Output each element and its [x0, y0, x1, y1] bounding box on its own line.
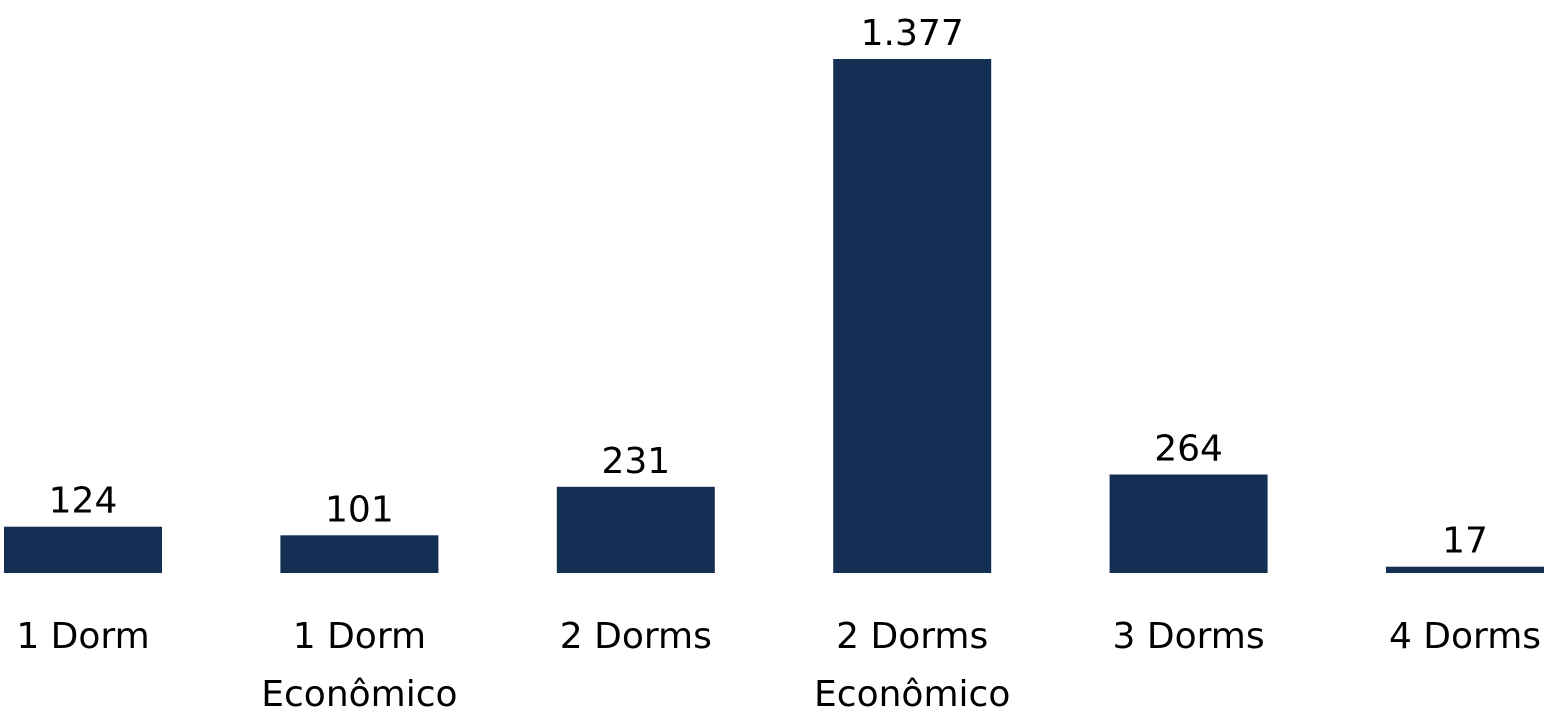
bar — [4, 526, 162, 573]
category-label-line: Econômico — [261, 674, 457, 715]
bar-value-label: 264 — [1154, 429, 1223, 470]
category-label: 4 Dorms — [1389, 616, 1541, 657]
bar — [833, 59, 992, 573]
category-label-line: 4 Dorms — [1389, 616, 1541, 657]
bar-value-label: 1.377 — [861, 13, 964, 54]
category-label: 2 Dorms Econômico — [814, 616, 1010, 715]
category-label-line: 2 Dorms — [560, 616, 712, 657]
category-label-line: 1 Dorm — [16, 616, 149, 657]
bar-value-label: 101 — [325, 489, 394, 530]
bars-group — [4, 59, 1544, 573]
category-label-line: Econômico — [814, 674, 1010, 715]
value-labels-group: 124 101 231 1.377 264 17 — [49, 13, 1488, 562]
bar-value-label: 231 — [601, 441, 670, 482]
category-labels-group: 1 Dorm 1 Dorm Econômico 2 Dorms 2 Dorms Econô… — [16, 616, 1541, 715]
bar — [1109, 474, 1268, 573]
category-label: 2 Dorms — [560, 616, 712, 657]
category-label: 1 Dorm Econômico — [261, 616, 457, 715]
category-label-line: 1 Dorm — [293, 616, 426, 657]
category-label-line: 3 Dorms — [1113, 616, 1265, 657]
bar — [556, 486, 715, 573]
bar-value-label: 124 — [49, 481, 118, 522]
bar-value-label: 17 — [1442, 521, 1488, 562]
category-label-line: 2 Dorms — [836, 616, 988, 657]
bar — [280, 535, 439, 573]
category-label: 3 Dorms — [1113, 616, 1265, 657]
category-label: 1 Dorm — [16, 616, 149, 657]
bar — [1386, 566, 1544, 573]
